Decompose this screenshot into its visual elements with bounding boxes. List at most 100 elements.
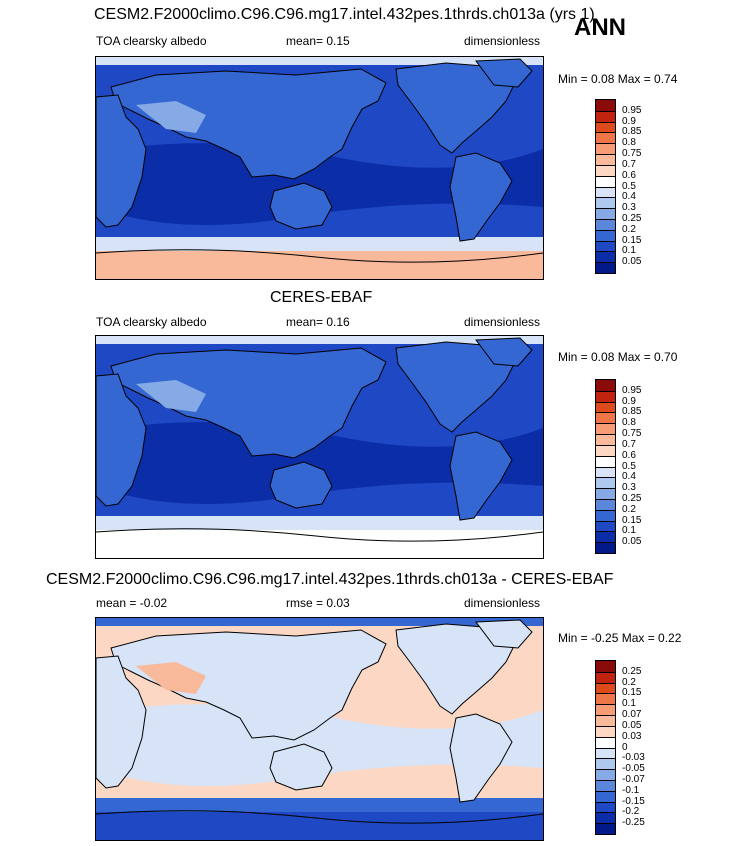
greenland-landmass <box>475 58 533 88</box>
colorbar-tick-label: -0.15 <box>622 795 645 807</box>
greenland-landmass <box>475 337 533 367</box>
colorbar-tick-label: 0.9 <box>622 115 636 127</box>
tropical-ocean-band <box>96 704 543 786</box>
colorbar-cell <box>596 477 615 489</box>
colorbar-cell <box>596 208 615 219</box>
model-variable-label: TOA clearsky albedo <box>96 34 207 48</box>
colorbar-tick-label: 0.7 <box>622 158 636 170</box>
colorbar-cell <box>596 110 615 122</box>
colorbar-tick-label: 0.05 <box>622 719 642 731</box>
diff-rmse-label: rmse = 0.03 <box>286 596 350 610</box>
colorbar-tick-label: 0.25 <box>622 492 642 504</box>
south-america-landmass <box>449 713 513 803</box>
colorbar-tick-label: 0.85 <box>622 406 642 418</box>
colorbar-cell <box>596 423 615 435</box>
colorbar-cell <box>596 736 615 748</box>
colorbar-cell <box>596 779 615 791</box>
season-label: ANN <box>574 14 626 41</box>
desert-region <box>136 662 206 694</box>
colorbar-tick-label: -0.07 <box>622 773 645 785</box>
colorbar-cell <box>596 704 615 716</box>
colorbar-tick-label: 0.07 <box>622 709 642 721</box>
colorbar-cell <box>596 509 615 521</box>
colorbar-cell <box>596 725 615 737</box>
colorbar-tick-label: 0 <box>622 741 628 753</box>
colorbar-cell <box>596 455 615 467</box>
colorbar-cell <box>596 531 615 543</box>
south-america-landmass <box>449 431 513 521</box>
colorbar-cell <box>596 747 615 759</box>
obs-units-label: dimensionless <box>464 315 541 329</box>
map-canvas <box>96 618 543 840</box>
colorbar-cell <box>596 682 615 694</box>
australia-landmass <box>269 743 333 791</box>
colorbar-cell <box>596 790 615 802</box>
colorbar-cell <box>596 823 615 834</box>
arctic-region <box>96 336 543 344</box>
diff-albedo-map <box>95 617 544 841</box>
colorbar-tick-label: 0.15 <box>622 514 642 526</box>
colorbar-tick-label: -0.03 <box>622 752 645 764</box>
colorbar-cell <box>596 693 615 705</box>
colorbar-cell <box>596 262 615 273</box>
colorbar-tick-label: 0.2 <box>622 503 636 515</box>
colorbar-tick-label: 0.85 <box>622 126 642 138</box>
colorbar-tick-label: 0.5 <box>622 460 636 472</box>
southern-ice-edge <box>96 516 543 530</box>
colorbar-cell <box>596 251 615 263</box>
colorbar-cell <box>596 758 615 770</box>
diff-units-label: dimensionless <box>464 596 541 610</box>
colorbar-cell <box>596 175 615 187</box>
colorbar-tick-label: 0.4 <box>622 191 636 203</box>
desert-region <box>136 380 206 412</box>
greenland-landmass <box>475 619 533 649</box>
antarctica-region <box>96 251 543 279</box>
colorbar-tick-label: 0.1 <box>622 525 636 537</box>
colorbar-tick-label: 0.2 <box>622 676 636 688</box>
colorbar-cell <box>596 240 615 252</box>
colorbar-cell <box>596 186 615 198</box>
colorbar-tick-label: 0.8 <box>622 417 636 429</box>
colorbar-tick-label: -0.2 <box>622 806 640 818</box>
colorbar-tick-label: 0.75 <box>622 428 642 440</box>
diff-mean-label: mean = -0.02 <box>96 596 168 610</box>
arctic-region <box>96 57 543 65</box>
model-minmax-label: Min = 0.08 Max = 0.74 <box>558 72 678 86</box>
arctic-region <box>96 618 543 626</box>
colorbar-cell <box>596 520 615 532</box>
obs-colorbar: 0.95 0.9 0.85 0.8 0.75 0.7 0.6 0.5 0.4 0.3 0.25 0.2… <box>595 379 641 554</box>
model-panel-title: CESM2.F2000climo.C96.C96.mg17.intel.432p… <box>94 6 595 23</box>
colorbar-tick-label: 0.95 <box>622 104 642 116</box>
colorbar-tick-label: 0.1 <box>622 245 636 257</box>
colorbar-cell <box>596 769 615 780</box>
model-colorbar: 0.95 0.9 0.85 0.8 0.75 0.7 0.6 0.5 0.4 0.3 0.25 0.2… <box>595 99 641 274</box>
australia-landmass <box>269 461 333 509</box>
model-albedo-map <box>95 56 544 280</box>
south-america-landmass <box>449 152 513 242</box>
colorbar-cell <box>596 661 615 672</box>
colorbar-tick-label: 0.2 <box>622 223 636 235</box>
australia-landmass <box>269 182 333 230</box>
colorbar-cell <box>596 542 615 553</box>
colorbar-tick-label: 0.9 <box>622 395 636 407</box>
colorbar-cell <box>596 434 615 445</box>
colorbar-cell <box>596 100 615 111</box>
desert-region <box>136 101 206 133</box>
colorbar-cell <box>596 444 615 456</box>
model-units-label: dimensionless <box>464 34 541 48</box>
colorbar-cell <box>596 218 615 230</box>
colorbar-cell <box>596 466 615 478</box>
europe-africa-landmass <box>96 94 147 228</box>
colorbar-cell <box>596 164 615 176</box>
antarctica-region <box>96 530 543 558</box>
obs-minmax-label: Min = 0.08 Max = 0.70 <box>558 350 678 364</box>
diff-panel-title: CESM2.F2000climo.C96.C96.mg17.intel.432p… <box>46 571 614 588</box>
antarctica-coastline <box>96 528 543 542</box>
colorbar-tick-label: 0.75 <box>622 148 642 160</box>
map-canvas <box>96 57 543 279</box>
colorbar-cell <box>596 197 615 209</box>
colorbar-cell <box>596 229 615 241</box>
colorbar-tick-label: 0.03 <box>622 730 642 742</box>
tropical-ocean-band <box>96 422 543 504</box>
colorbar-tick-label: 0.6 <box>622 449 636 461</box>
